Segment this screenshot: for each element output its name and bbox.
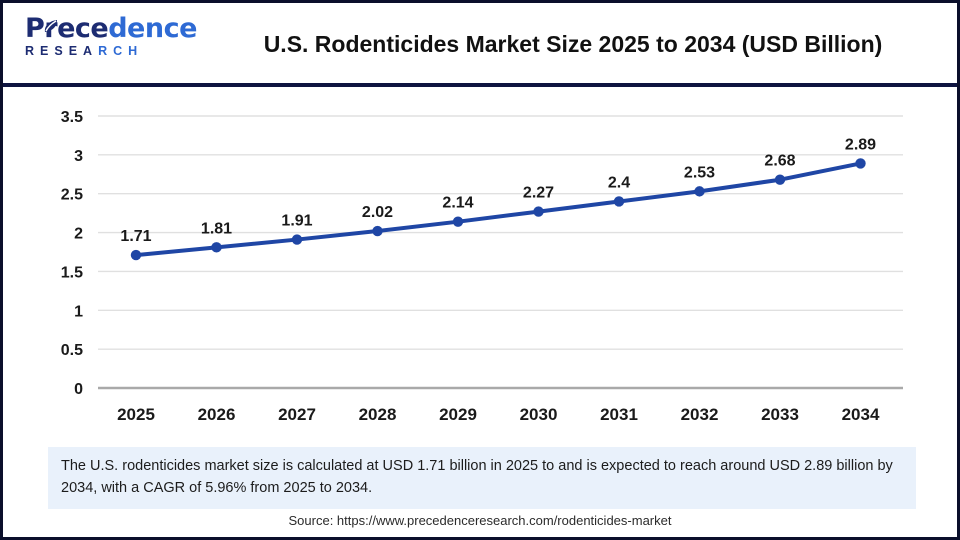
- data-point: [130, 249, 142, 261]
- logo-sub-light: RCH: [98, 44, 144, 58]
- market-chart: 00.511.522.533.51.7120251.8120261.912027…: [61, 109, 903, 424]
- data-point-label: 2.02: [362, 204, 393, 221]
- data-point: [855, 158, 866, 169]
- source-line: Source: https://www.precedenceresearch.c…: [288, 513, 672, 528]
- data-point-label: 1.91: [281, 213, 312, 230]
- data-point: [774, 174, 786, 185]
- logo-word-dark: Prece: [25, 13, 109, 44]
- x-axis-label: 2030: [520, 405, 558, 424]
- data-point-label: 2.14: [442, 195, 473, 212]
- data-point: [694, 186, 705, 197]
- data-point-label: 2.4: [608, 174, 630, 191]
- data-point: [613, 196, 625, 207]
- data-point: [452, 216, 464, 227]
- x-axis-label: 2031: [600, 405, 638, 424]
- y-tick-label: 0.5: [61, 342, 83, 359]
- x-axis-label: 2033: [761, 405, 799, 424]
- logo-wordmark: Precedence: [25, 15, 197, 42]
- x-axis-label: 2032: [681, 405, 719, 424]
- data-point: [372, 225, 383, 237]
- trend-line: [134, 161, 863, 258]
- x-axis-label: 2026: [198, 405, 236, 424]
- y-tick-label: 2.5: [61, 187, 83, 204]
- x-axis-label: 2028: [359, 405, 397, 424]
- header: Precedence RESEARCH U.S. Rodenticides Ma…: [3, 3, 957, 87]
- y-tick-label: 3.5: [61, 109, 83, 126]
- y-tick-label: 3: [74, 148, 83, 165]
- page-title: U.S. Rodenticides Market Size 2025 to 20…: [263, 31, 883, 57]
- data-point: [211, 242, 222, 253]
- x-axis-label: 2025: [117, 405, 155, 424]
- y-tick-label: 1.5: [61, 264, 83, 281]
- summary-note: The U.S. rodenticides market size is cal…: [48, 447, 916, 509]
- data-point-label: 1.71: [120, 228, 151, 245]
- data-point: [291, 234, 303, 245]
- leaf-icon: [44, 20, 57, 32]
- data-point-label: 2.27: [523, 185, 554, 202]
- data-point-label: 2.68: [764, 153, 795, 170]
- data-point-label: 1.81: [201, 220, 232, 237]
- precedence-research-logo: Precedence RESEARCH: [25, 15, 197, 58]
- data-point-label: 2.89: [845, 136, 876, 153]
- x-axis-label: 2034: [842, 405, 880, 424]
- data-point-label: 2.53: [684, 164, 715, 181]
- logo-sub-dark: RESEA: [25, 44, 99, 58]
- y-tick-label: 0: [74, 381, 83, 398]
- x-axis-label: 2027: [278, 405, 316, 424]
- data-point: [533, 206, 544, 217]
- logo-word-light: dence: [108, 13, 197, 44]
- x-axis-label: 2029: [439, 405, 477, 424]
- y-tick-label: 1: [74, 303, 83, 320]
- y-tick-label: 2: [74, 226, 83, 243]
- logo-subtitle: RESEARCH: [25, 45, 197, 58]
